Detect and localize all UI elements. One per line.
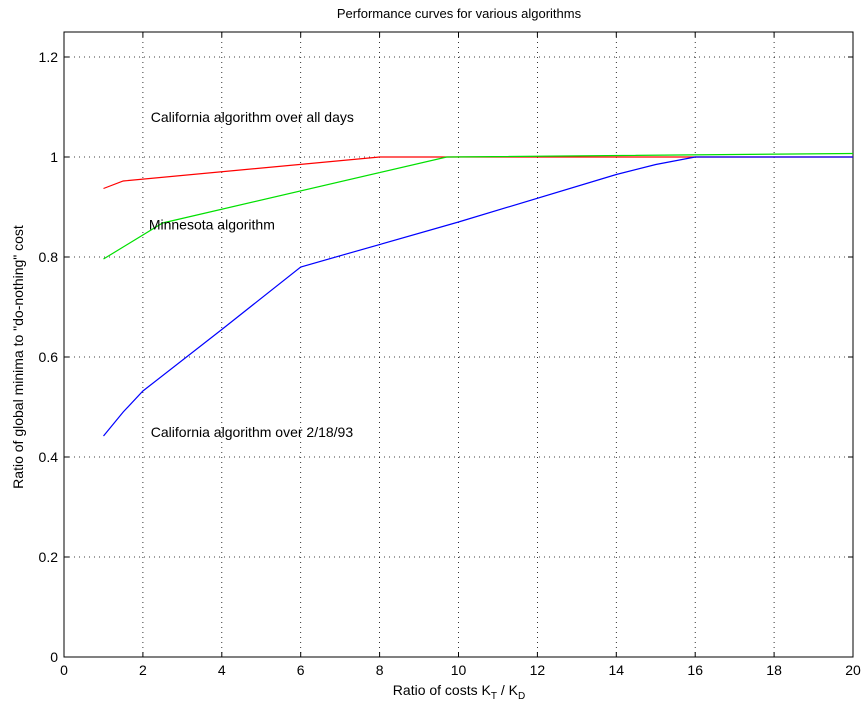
y-tick-label: 0.2 [39, 549, 59, 565]
annotation-label: Minnesota algorithm [149, 217, 275, 233]
x-axis-label: Ratio of costs KT / KD [393, 682, 525, 702]
y-tick-label: 1 [50, 149, 58, 165]
x-tick-label: 20 [845, 662, 861, 678]
series-line-2 [103, 152, 854, 260]
x-tick-label: 8 [376, 662, 384, 678]
y-tick-label: 1.2 [39, 49, 59, 65]
x-tick-label: 12 [530, 662, 546, 678]
annotation-label: California algorithm over all days [151, 109, 354, 125]
y-tick-label: 0 [50, 649, 58, 665]
grid-lines [64, 32, 853, 657]
axis-ticks: 0 2 4 6 8 10 12 14 16 18 20 0 0.2 0.4 0.6 0.8 1 1.2 [39, 32, 861, 678]
x-tick-label: 2 [139, 662, 147, 678]
y-axis-label: Ratio of global minima to "do-nothing" c… [10, 225, 26, 489]
x-tick-label: 6 [297, 662, 305, 678]
x-tick-label: 0 [60, 662, 68, 678]
data-series [103, 152, 854, 437]
x-tick-label: 14 [609, 662, 625, 678]
chart-title: Performance curves for various algorithm… [337, 6, 582, 21]
x-tick-label: 18 [766, 662, 782, 678]
series-line-3 [103, 156, 853, 437]
series-line-1 [103, 156, 853, 190]
x-tick-label: 4 [218, 662, 226, 678]
annotations: California algorithm over all days Minnes… [149, 109, 354, 440]
x-tick-label: 16 [687, 662, 703, 678]
y-tick-label: 0.8 [39, 249, 59, 265]
plot-area-frame [63, 31, 854, 658]
annotation-label: California algorithm over 2/18/93 [151, 424, 354, 440]
y-tick-label: 0.6 [39, 349, 59, 365]
x-tick-label: 10 [451, 662, 467, 678]
y-tick-label: 0.4 [39, 449, 59, 465]
